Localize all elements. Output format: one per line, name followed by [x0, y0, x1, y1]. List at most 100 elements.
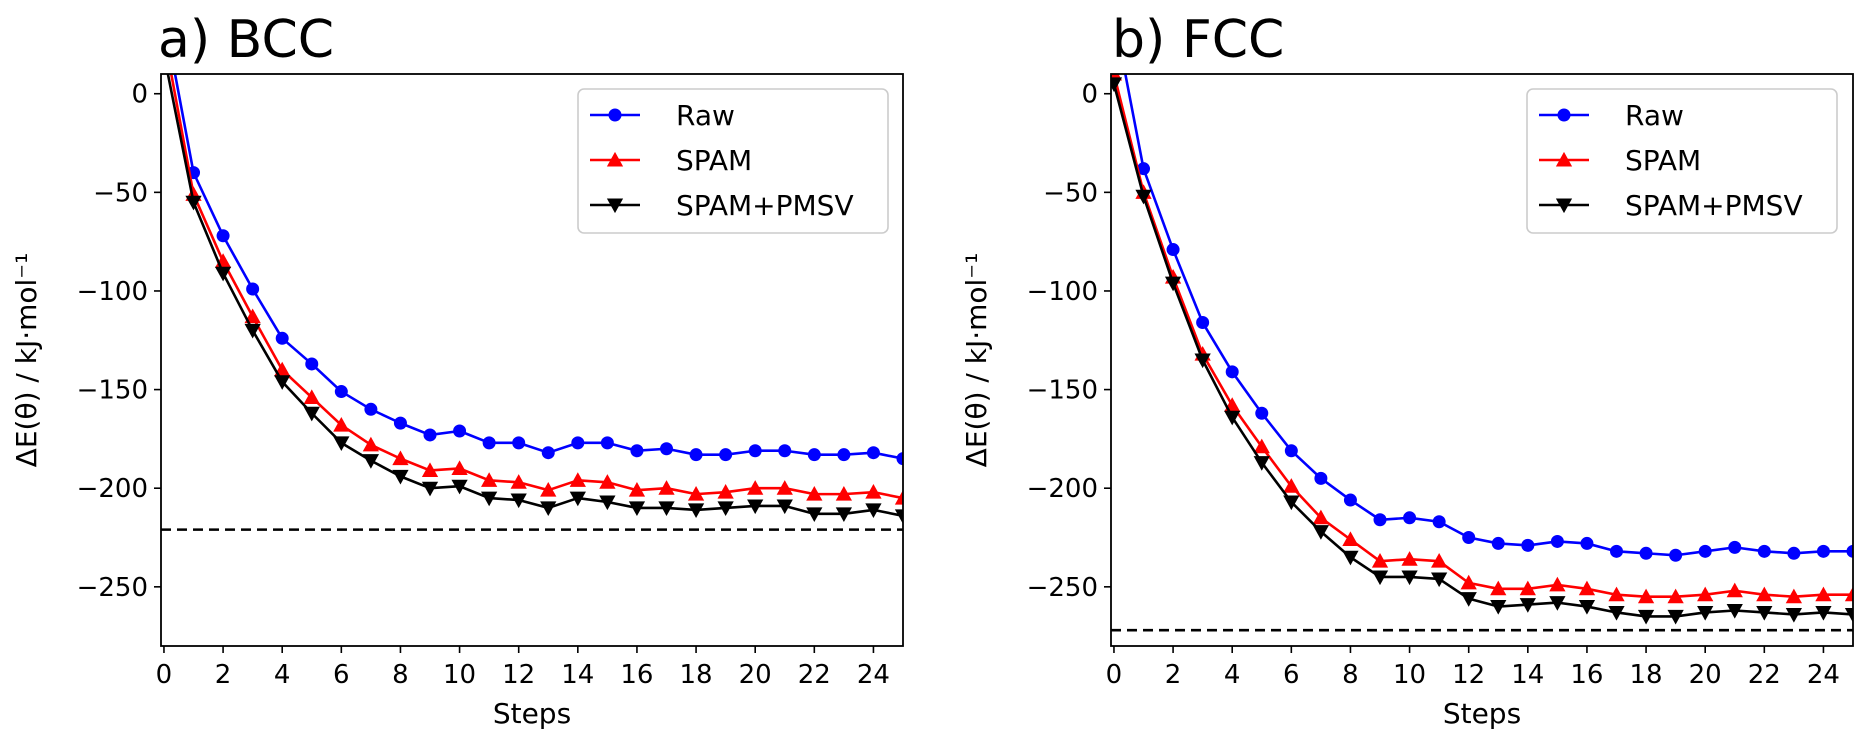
data-point: [216, 229, 230, 243]
x-tick-label: 24: [1807, 660, 1840, 690]
data-point: [481, 491, 498, 507]
data-point: [1312, 525, 1330, 540]
data-point: [362, 436, 380, 452]
panel-title: a) BCC: [158, 10, 334, 70]
data-point: [1756, 586, 1773, 602]
data-point: [451, 479, 468, 495]
data-point: [541, 446, 555, 460]
data-point: [894, 509, 903, 524]
data-point: [866, 446, 880, 460]
data-point: [1253, 438, 1270, 454]
data-point: [599, 474, 616, 489]
data-point: [1460, 574, 1477, 590]
series-raw: [1124, 74, 1853, 562]
data-point: [333, 416, 350, 432]
legend-label: SPAM+PMSV: [676, 189, 854, 222]
data-point: [333, 436, 350, 451]
data-point: [364, 402, 378, 416]
data-point: [1491, 536, 1505, 550]
legend-entry: SPAM+PMSV: [1539, 189, 1803, 222]
data-point: [894, 489, 903, 505]
data-point: [1785, 607, 1803, 623]
series-raw: [173, 74, 903, 466]
legend-entry: SPAM: [1539, 144, 1701, 177]
x-tick-label: 10: [443, 660, 476, 690]
legend-marker: [608, 108, 622, 122]
panel-title: b) FCC: [1112, 10, 1284, 70]
data-point: [1490, 580, 1507, 596]
data-point: [1580, 536, 1594, 550]
data-point: [1787, 546, 1801, 560]
data-point: [1756, 605, 1773, 621]
data-point: [1816, 544, 1830, 558]
legend-entry: SPAM+PMSV: [590, 189, 854, 222]
x-tick-label: 2: [1165, 660, 1182, 690]
legend-box: [1526, 88, 1838, 234]
data-point: [1667, 609, 1684, 625]
x-tick-label: 6: [1283, 660, 1300, 690]
data-point: [1697, 605, 1714, 621]
x-tick-label: 0: [156, 660, 173, 690]
data-point: [1135, 189, 1152, 205]
x-tick-label: 8: [1342, 660, 1359, 690]
axes-frame: [1110, 73, 1854, 647]
data-point: [274, 375, 291, 390]
plot-area: [166, 74, 903, 524]
legend-label: SPAM: [1625, 144, 1701, 177]
x-tick-label: 18: [680, 660, 713, 690]
data-point: [837, 448, 851, 462]
data-point: [1608, 586, 1625, 602]
data-point: [1726, 603, 1743, 619]
legend-label: Raw: [676, 99, 735, 132]
data-point: [303, 406, 320, 422]
data-point: [1669, 548, 1683, 562]
data-point: [1164, 276, 1182, 292]
y-tick-label: −100: [1027, 277, 1098, 307]
data-point: [1194, 353, 1211, 369]
data-point: [1490, 600, 1507, 615]
data-point: [865, 503, 882, 519]
data-point: [510, 493, 527, 509]
legend-marker: [606, 198, 624, 214]
data-point: [185, 195, 202, 211]
legend-label: SPAM: [676, 144, 752, 177]
data-point: [1462, 531, 1476, 545]
x-tick-label: 20: [739, 660, 772, 690]
data-point: [835, 507, 853, 522]
data-point: [1431, 572, 1448, 588]
y-axis-title: ΔE(θ) / kJ·mol⁻¹: [10, 253, 43, 468]
x-tick-label: 20: [1689, 660, 1722, 690]
data-point: [481, 472, 498, 487]
x-tick-label: 0: [1106, 660, 1123, 690]
data-point: [275, 331, 289, 345]
legend-marker: [1555, 151, 1573, 167]
data-point: [569, 472, 586, 487]
data-point: [1697, 586, 1714, 602]
x-tick-label: 16: [1570, 660, 1603, 690]
data-point: [392, 450, 409, 466]
data-point: [1371, 570, 1389, 586]
data-point: [778, 444, 792, 458]
y-tick-label: −200: [1027, 474, 1098, 504]
data-point: [1283, 478, 1300, 493]
data-point: [1578, 580, 1596, 596]
data-point: [806, 485, 823, 501]
data-point: [393, 416, 407, 430]
y-tick-label: −150: [1027, 376, 1098, 406]
x-tick-label: 22: [1748, 660, 1781, 690]
x-tick-label: 24: [857, 660, 890, 690]
x-tick-label: 14: [561, 660, 594, 690]
data-point: [1637, 588, 1655, 604]
data-point: [1549, 596, 1566, 611]
data-point: [1314, 471, 1328, 485]
data-point: [748, 444, 762, 458]
data-point: [482, 436, 496, 450]
data-point: [658, 501, 675, 517]
data-point: [244, 323, 261, 339]
data-point: [687, 485, 705, 501]
data-point: [1371, 553, 1389, 568]
data-point: [1698, 544, 1712, 558]
data-point: [540, 501, 557, 517]
data-point: [628, 482, 646, 497]
